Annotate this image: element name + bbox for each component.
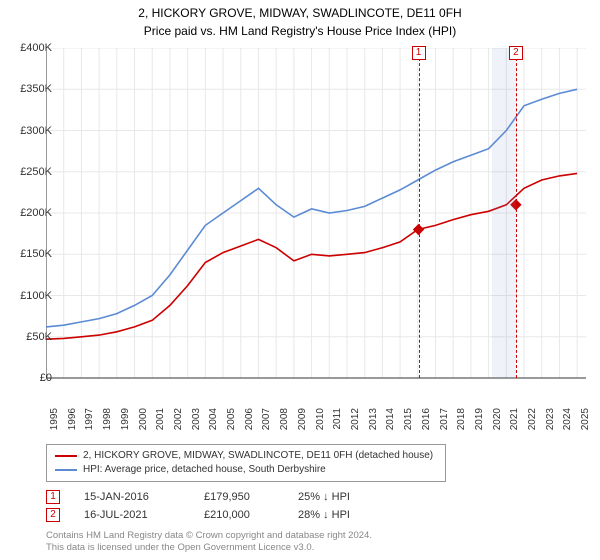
y-tick-label: £400K xyxy=(20,42,52,54)
chart-title: 2, HICKORY GROVE, MIDWAY, SWADLINCOTE, D… xyxy=(0,0,600,22)
x-tick-label: 2025 xyxy=(580,408,591,430)
y-tick-label: £200K xyxy=(20,207,52,219)
x-tick-label: 2013 xyxy=(368,408,379,430)
x-tick-label: 2004 xyxy=(208,408,219,430)
chart-marker-1: 1 xyxy=(412,46,426,60)
x-tick-label: 2020 xyxy=(492,408,503,430)
x-tick-label: 2007 xyxy=(261,408,272,430)
x-tick-label: 2000 xyxy=(138,408,149,430)
legend-row-property: 2, HICKORY GROVE, MIDWAY, SWADLINCOTE, D… xyxy=(55,449,437,463)
y-tick-label: £250K xyxy=(20,166,52,178)
chart-subtitle: Price paid vs. HM Land Registry's House … xyxy=(0,22,600,42)
y-tick-label: £150K xyxy=(20,248,52,260)
chart-container: 2, HICKORY GROVE, MIDWAY, SWADLINCOTE, D… xyxy=(0,0,600,560)
sale-price-1: £179,950 xyxy=(204,491,274,503)
sale-delta-1: 25% ↓ HPI xyxy=(298,491,388,503)
x-tick-label: 2022 xyxy=(527,408,538,430)
x-tick-label: 2009 xyxy=(297,408,308,430)
legend-swatch-property xyxy=(55,455,77,457)
x-tick-label: 2002 xyxy=(173,408,184,430)
x-tick-label: 2010 xyxy=(315,408,326,430)
legend-label-property: 2, HICKORY GROVE, MIDWAY, SWADLINCOTE, D… xyxy=(83,449,433,463)
y-tick-label: £100K xyxy=(20,290,52,302)
x-tick-label: 1997 xyxy=(84,408,95,430)
x-tick-label: 2017 xyxy=(439,408,450,430)
x-tick-label: 2005 xyxy=(226,408,237,430)
legend-swatch-hpi xyxy=(55,469,77,471)
x-tick-label: 1996 xyxy=(67,408,78,430)
sale-delta-2: 28% ↓ HPI xyxy=(298,509,388,521)
x-tick-label: 2012 xyxy=(350,408,361,430)
x-tick-label: 2008 xyxy=(279,408,290,430)
sales-row-2: 2 16-JUL-2021 £210,000 28% ↓ HPI xyxy=(46,506,388,524)
x-tick-label: 1995 xyxy=(49,408,60,430)
x-tick-label: 2024 xyxy=(562,408,573,430)
y-tick-label: £50K xyxy=(26,331,52,343)
x-tick-label: 2003 xyxy=(191,408,202,430)
x-tick-label: 2006 xyxy=(244,408,255,430)
footer-line-1: Contains HM Land Registry data © Crown c… xyxy=(46,530,372,542)
x-tick-label: 2021 xyxy=(509,408,520,430)
x-tick-label: 2011 xyxy=(332,408,343,430)
y-tick-label: £0 xyxy=(40,372,52,384)
x-tick-label: 2023 xyxy=(545,408,556,430)
y-tick-label: £350K xyxy=(20,83,52,95)
sale-date-2: 16-JUL-2021 xyxy=(84,509,180,521)
x-tick-label: 2015 xyxy=(403,408,414,430)
sale-date-1: 15-JAN-2016 xyxy=(84,491,180,503)
legend-row-hpi: HPI: Average price, detached house, Sout… xyxy=(55,463,437,477)
x-tick-label: 2019 xyxy=(474,408,485,430)
sales-row-1: 1 15-JAN-2016 £179,950 25% ↓ HPI xyxy=(46,488,388,506)
sale-marker-2: 2 xyxy=(46,508,60,522)
sales-table: 1 15-JAN-2016 £179,950 25% ↓ HPI 2 16-JU… xyxy=(46,488,388,524)
x-tick-label: 2018 xyxy=(456,408,467,430)
y-tick-label: £300K xyxy=(20,125,52,137)
x-tick-label: 2014 xyxy=(385,408,396,430)
x-tick-label: 1998 xyxy=(102,408,113,430)
x-tick-label: 1999 xyxy=(120,408,131,430)
legend-label-hpi: HPI: Average price, detached house, Sout… xyxy=(83,463,326,477)
x-tick-label: 2001 xyxy=(155,408,166,430)
x-tick-label: 2016 xyxy=(421,408,432,430)
sale-price-2: £210,000 xyxy=(204,509,274,521)
footer: Contains HM Land Registry data © Crown c… xyxy=(46,530,372,554)
legend: 2, HICKORY GROVE, MIDWAY, SWADLINCOTE, D… xyxy=(46,444,446,482)
chart-marker-2: 2 xyxy=(509,46,523,60)
footer-line-2: This data is licensed under the Open Gov… xyxy=(46,542,372,554)
sale-marker-1: 1 xyxy=(46,490,60,504)
